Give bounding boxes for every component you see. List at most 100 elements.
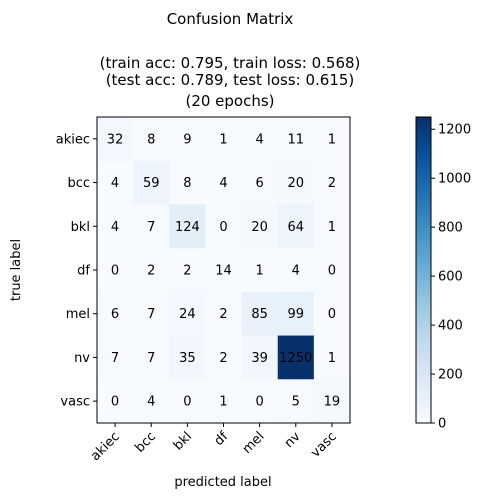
chart-subtitle-line-3: (20 epochs): [185, 92, 274, 110]
y-tick-label: df: [77, 264, 90, 279]
heatmap-cell-bcc-mel: [241, 160, 279, 205]
cell-value-label: 6: [111, 307, 119, 322]
cell-value-label: 1: [328, 220, 336, 235]
cell-value-label: 2: [183, 264, 191, 279]
colorbar-tick-label: 800: [438, 221, 463, 236]
heatmap-cell-df-df: [205, 248, 243, 293]
cell-value-label: 0: [328, 307, 336, 322]
x-tick-label: df: [212, 429, 232, 449]
cell-value-label: 59: [143, 176, 160, 191]
colorbar-tick-label: 200: [438, 368, 463, 383]
chart-subtitle-line-2: (test acc: 0.789, test loss: 0.615): [106, 71, 355, 89]
heatmap-cell-nv-df: [205, 335, 243, 380]
x-axis-ticks: akiec bcc bkl df mel nv vasc: [88, 423, 340, 464]
cell-value-label: 7: [147, 351, 155, 366]
heatmap-cell-df-vasc: [313, 248, 351, 293]
heatmap-cell-akiec-vasc: [313, 117, 351, 162]
heatmap-cell-df-akiec: [97, 248, 134, 293]
x-axis-label: predicted label: [174, 475, 271, 490]
cell-value-label: 20: [251, 220, 268, 235]
heatmap-cell-mel-bcc: [133, 291, 170, 337]
heatmap-cell-df-bcc: [133, 248, 170, 293]
heatmap-cell-vasc-bcc: [133, 379, 170, 424]
heatmap-cell-akiec-akiec: [97, 117, 134, 162]
heatmap-cell-mel-nv: [277, 291, 315, 337]
y-tick-label: mel: [66, 307, 90, 322]
cell-value-label: 14: [215, 264, 232, 279]
heatmap-cell-df-mel: [241, 248, 279, 293]
cell-value-label: 85: [251, 307, 268, 322]
colorbar-tick-label: 1000: [438, 172, 471, 187]
cell-value-label: 2: [147, 264, 155, 279]
y-tick-label: akiec: [56, 132, 90, 147]
cell-value-label: 19: [324, 395, 341, 410]
heatmap-cell-bkl-bkl: [169, 204, 206, 249]
x-tick-label: akiec: [88, 429, 123, 464]
colorbar-tick-label: 0: [438, 417, 446, 432]
cell-value-label: 39: [251, 351, 268, 366]
heatmap-cell-nv-mel: [241, 335, 279, 380]
cell-value-label: 4: [147, 395, 155, 410]
cell-value-label: 1: [328, 132, 336, 147]
heatmap-cell-bcc-vasc: [313, 160, 351, 205]
heatmap-cell-bkl-df: [205, 204, 243, 249]
heatmap-cell-akiec-nv: [277, 117, 315, 162]
cell-value-label: 99: [288, 307, 305, 322]
heatmap-cell-bcc-bcc: [133, 160, 170, 205]
heatmap-cell-df-bkl: [169, 248, 206, 293]
cell-value-label: 1250: [279, 351, 312, 366]
heatmap-cell-labels: 32 8 9 1 4 11 14 59 8 4 6 20 24 7 124 0 20 64 10 2 2 14 1 4 06 7 2…: [107, 132, 340, 409]
heatmap-cell-vasc-vasc: [313, 379, 351, 424]
x-tick-label: mel: [240, 429, 268, 457]
heatmap-cell-nv-nv: [277, 335, 315, 380]
cell-value-label: 1: [219, 132, 227, 147]
x-tick-label: bcc: [132, 429, 159, 456]
y-tick-label: nv: [74, 351, 90, 366]
heatmap-cell-vasc-akiec: [97, 379, 134, 424]
heatmap-cell-bkl-akiec: [97, 204, 134, 249]
cell-value-label: 8: [147, 132, 155, 147]
cell-value-label: 7: [111, 351, 119, 366]
colorbar-tick-label: 600: [438, 270, 463, 285]
heatmap-cell-akiec-bcc: [133, 117, 170, 162]
cell-value-label: 4: [111, 220, 119, 235]
heatmap-cell-bkl-vasc: [313, 204, 351, 249]
cell-value-label: 124: [175, 220, 200, 235]
heatmap-cells: [97, 117, 351, 424]
heatmap-cell-nv-bkl: [169, 335, 206, 380]
colorbar-tick-label: 1200: [438, 123, 471, 138]
heatmap-cell-bkl-nv: [277, 204, 315, 249]
cell-value-label: 0: [111, 264, 119, 279]
cell-value-label: 0: [256, 395, 264, 410]
cell-value-label: 64: [288, 220, 305, 235]
cell-value-label: 1: [219, 395, 227, 410]
cell-value-label: 1: [256, 264, 264, 279]
heatmap-cell-mel-df: [205, 291, 243, 337]
cell-value-label: 35: [179, 351, 196, 366]
cell-value-label: 4: [111, 176, 119, 191]
heatmap-cell-vasc-bkl: [169, 379, 206, 424]
cell-value-label: 7: [147, 307, 155, 322]
heatmap-cell-bcc-nv: [277, 160, 315, 205]
heatmap-cell-bcc-df: [205, 160, 243, 205]
heatmap-cell-bcc-bkl: [169, 160, 206, 205]
cell-value-label: 4: [256, 132, 264, 147]
heatmap-cell-nv-akiec: [97, 335, 134, 380]
cell-value-label: 0: [219, 220, 227, 235]
y-axis-ticks: akiec bcc bkl df mel nv vasc: [56, 132, 97, 410]
cell-value-label: 8: [183, 176, 191, 191]
colorbar-tick-label: 400: [438, 319, 463, 334]
cell-value-label: 6: [256, 176, 264, 191]
heatmap-cell-bkl-bcc: [133, 204, 170, 249]
cell-value-label: 24: [179, 307, 196, 322]
heatmap-cell-vasc-nv: [277, 379, 315, 424]
y-tick-label: bkl: [71, 220, 90, 235]
colorbar: [415, 116, 432, 424]
colorbar-ticks: 0 200 400 600 800 1000 1200: [431, 123, 471, 432]
cell-value-label: 9: [183, 132, 191, 147]
cell-value-label: 20: [288, 176, 305, 191]
heatmap-cell-akiec-bkl: [169, 117, 206, 162]
x-tick-label: bkl: [171, 429, 195, 453]
cell-value-label: 2: [219, 307, 227, 322]
x-tick-label: nv: [282, 429, 304, 451]
